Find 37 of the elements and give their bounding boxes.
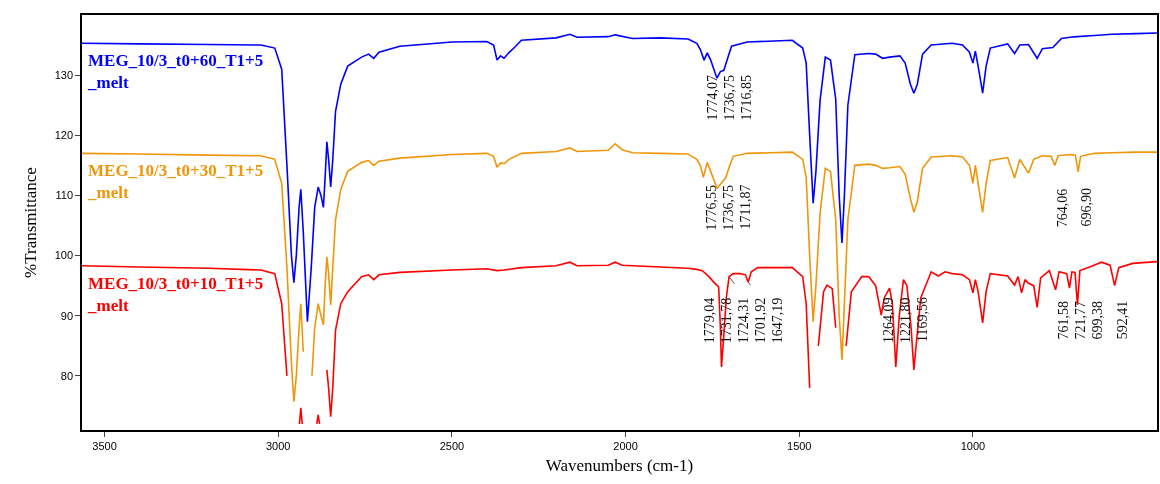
x-tick-label: 3500 — [92, 439, 117, 452]
x-tick-label: 2500 — [439, 439, 465, 452]
annotation: 1264,09 — [881, 297, 897, 344]
annotation: 1724,31 — [736, 297, 752, 344]
y-tick-label: 80 — [60, 369, 74, 382]
annotation: 721,77 — [1072, 301, 1088, 340]
x-tick-label: 1000 — [960, 439, 986, 452]
annotation: 1736,75 — [721, 74, 737, 121]
x-tick-label: 1500 — [787, 439, 812, 452]
series-label: MEG_10/3_t0+10_T1+5_melt — [87, 274, 264, 316]
annotation: 1731,78 — [719, 297, 735, 344]
annotation: 764,06 — [1055, 188, 1071, 228]
annotation: 1701,92 — [753, 297, 769, 344]
annotation: 1776,55 — [703, 185, 719, 231]
annotation: 1711,87 — [737, 184, 753, 230]
series-label: MEG_10/3_t0+60_T1+5_melt — [87, 51, 264, 93]
annotation: 699,38 — [1089, 301, 1105, 340]
annotation: 1779,04 — [702, 297, 718, 344]
x-tick-label: 3000 — [266, 439, 291, 452]
annotation: 761,58 — [1055, 301, 1071, 340]
annotation: 1716,85 — [738, 74, 754, 121]
annotation: 1647,19 — [770, 297, 786, 344]
annotation: 1221,80 — [898, 297, 914, 344]
annotation: 592,41 — [1114, 300, 1130, 340]
x-tick-label: 2000 — [613, 439, 638, 452]
annotation: 1736,75 — [720, 185, 736, 231]
series-label: MEG_10/3_t0+30_T1+5_melt — [87, 161, 264, 203]
y-axis-title: %Transmittance — [20, 167, 40, 278]
y-tick-label: 110 — [55, 189, 74, 202]
annotation: 1169,56 — [915, 297, 931, 343]
y-tick-label: 100 — [54, 249, 74, 262]
annotation: 1774,07 — [704, 74, 720, 121]
x-axis-title: Wavenumbers (cm-1) — [545, 455, 694, 475]
y-tick-label: 130 — [54, 68, 74, 81]
y-tick-label: 120 — [54, 129, 74, 142]
annotation: 696,90 — [1078, 188, 1094, 227]
y-tick-label: 90 — [60, 309, 74, 322]
